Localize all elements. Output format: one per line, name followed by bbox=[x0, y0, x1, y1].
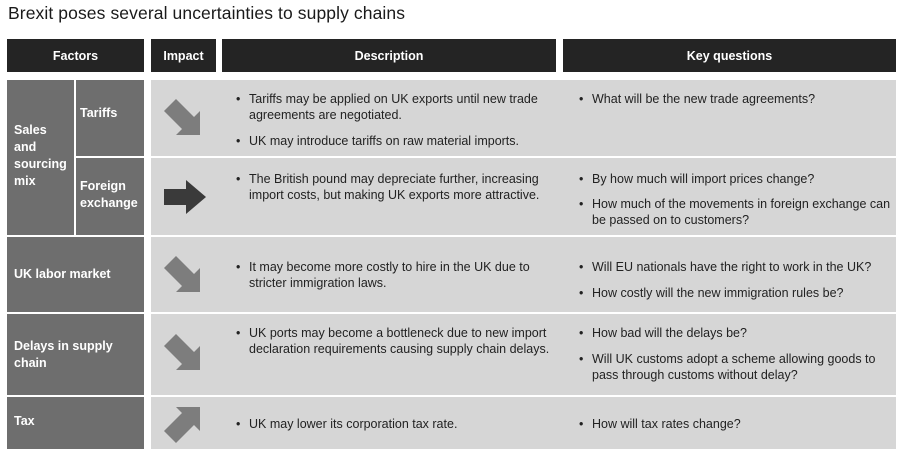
question-item: • What will be the new trade agreements? bbox=[579, 92, 816, 106]
row-divider bbox=[7, 235, 144, 237]
question-item: • How will tax rates change? bbox=[579, 417, 741, 431]
group-divider bbox=[74, 80, 76, 236]
content-area bbox=[151, 80, 896, 449]
header-key-questions: Key questions bbox=[563, 39, 896, 72]
header-factors: Factors bbox=[7, 39, 144, 72]
arrow-down-right-icon bbox=[164, 256, 200, 292]
header-description: Description bbox=[222, 39, 556, 72]
row-divider bbox=[151, 395, 896, 397]
row-divider bbox=[151, 156, 896, 158]
description-item: • UK ports may become a bottleneck due to… bbox=[236, 326, 550, 356]
description-item: • Tariffs may be applied on UK exports un… bbox=[236, 92, 538, 122]
factor-delays-supply-chain: Delays in supply chain bbox=[14, 339, 113, 370]
arrow-right-icon bbox=[164, 180, 206, 214]
description-item: • UK may introduce tariffs on raw materia… bbox=[236, 134, 520, 148]
row-divider bbox=[75, 156, 144, 158]
header-impact: Impact bbox=[151, 39, 216, 72]
question-item: • How much of the movements in foreign ex… bbox=[579, 197, 891, 227]
factor-foreign-exchange: Foreign exchange bbox=[80, 179, 138, 210]
description-item: • UK may lower its corporation tax rate. bbox=[236, 417, 458, 431]
row-divider bbox=[151, 235, 896, 237]
description-item: • It may become more costly to hire in th… bbox=[236, 260, 530, 290]
row-divider bbox=[151, 312, 896, 314]
question-item: • How bad will the delays be? bbox=[579, 326, 747, 340]
arrow-up-right-icon bbox=[164, 407, 200, 443]
group-label-text: Sales and sourcing mix bbox=[14, 123, 67, 188]
row-divider bbox=[7, 312, 144, 314]
factor-uk-labor-market: UK labor market bbox=[14, 267, 111, 281]
factor-tax: Tax bbox=[14, 414, 35, 428]
chart-title: Brexit poses several uncertainties to su… bbox=[8, 3, 406, 23]
row-divider bbox=[7, 395, 144, 397]
arrow-down-right-icon bbox=[164, 334, 200, 370]
question-item: • How costly will the new immigration rul… bbox=[579, 286, 844, 300]
group-label-sales-sourcing: Sales and sourcing mix bbox=[14, 122, 72, 190]
question-item: • Will EU nationals have the right to wor… bbox=[579, 260, 872, 274]
factor-tariffs: Tariffs bbox=[80, 106, 118, 120]
arrow-down-right-icon bbox=[164, 99, 200, 135]
description-item: • The British pound may depreciate furthe… bbox=[236, 172, 540, 202]
question-item: • Will UK customs adopt a scheme allowing… bbox=[579, 352, 876, 382]
question-item: • By how much will import prices change? bbox=[579, 172, 815, 186]
